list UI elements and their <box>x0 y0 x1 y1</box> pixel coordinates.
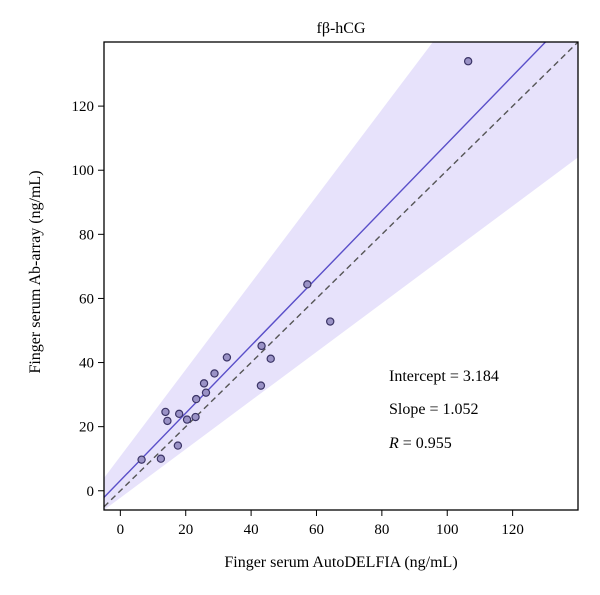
x-tick-label: 80 <box>374 522 389 538</box>
identity-line <box>104 42 578 508</box>
confidence-band-area <box>104 42 578 510</box>
data-point <box>156 454 166 463</box>
y-axis-label: Finger serum Ab-array (ng/mL) <box>27 170 44 373</box>
confidence-band <box>104 42 578 510</box>
data-point <box>174 409 184 419</box>
data-point <box>266 354 275 363</box>
data-point <box>201 388 211 397</box>
lines-layer <box>104 42 578 508</box>
y-tick-label: 40 <box>79 356 94 372</box>
chart-title: fβ-hCG <box>316 20 365 37</box>
data-point <box>257 341 266 351</box>
y-tick-label: 100 <box>72 163 95 179</box>
x-tick-label: 60 <box>309 522 324 538</box>
data-point <box>173 441 183 450</box>
y-tick-label: 60 <box>79 291 94 307</box>
data-points <box>137 57 473 464</box>
x-tick-label: 0 <box>117 522 125 538</box>
data-point <box>161 407 170 417</box>
x-tick-label: 40 <box>244 522 259 538</box>
x-tick-label: 20 <box>178 522 193 538</box>
y-tick-label: 80 <box>79 227 94 243</box>
y-axis-ticks: 0 20 40 60 80 100 120 <box>72 99 104 500</box>
x-tick-label: 100 <box>436 522 459 538</box>
x-axis-label: Finger serum AutoDELFIA (ng/mL) <box>224 554 457 571</box>
data-point <box>191 412 200 422</box>
r-value: = 0.955 <box>399 435 452 452</box>
data-point <box>222 353 232 362</box>
r-annotation: R = 0.955 <box>388 435 452 452</box>
data-point <box>137 455 146 464</box>
intercept-annotation: Intercept = 3.184 <box>389 368 499 385</box>
y-tick-label: 20 <box>79 420 94 436</box>
data-point <box>163 416 172 426</box>
y-tick-label: 120 <box>72 99 95 115</box>
slope-annotation: Slope = 1.052 <box>389 401 478 418</box>
regression-line <box>104 42 547 498</box>
data-point <box>326 317 335 326</box>
data-point <box>463 57 473 66</box>
data-point <box>199 379 209 388</box>
data-point <box>210 369 219 378</box>
x-axis-ticks: 0 20 40 60 80 100 120 <box>117 510 524 538</box>
data-point <box>303 280 312 289</box>
y-tick-label: 0 <box>87 484 95 500</box>
data-point <box>182 415 192 424</box>
data-point <box>191 394 201 404</box>
r-symbol: R <box>388 435 399 452</box>
data-point <box>256 381 266 390</box>
x-tick-label: 120 <box>501 522 524 538</box>
plot-frame <box>103 41 579 511</box>
